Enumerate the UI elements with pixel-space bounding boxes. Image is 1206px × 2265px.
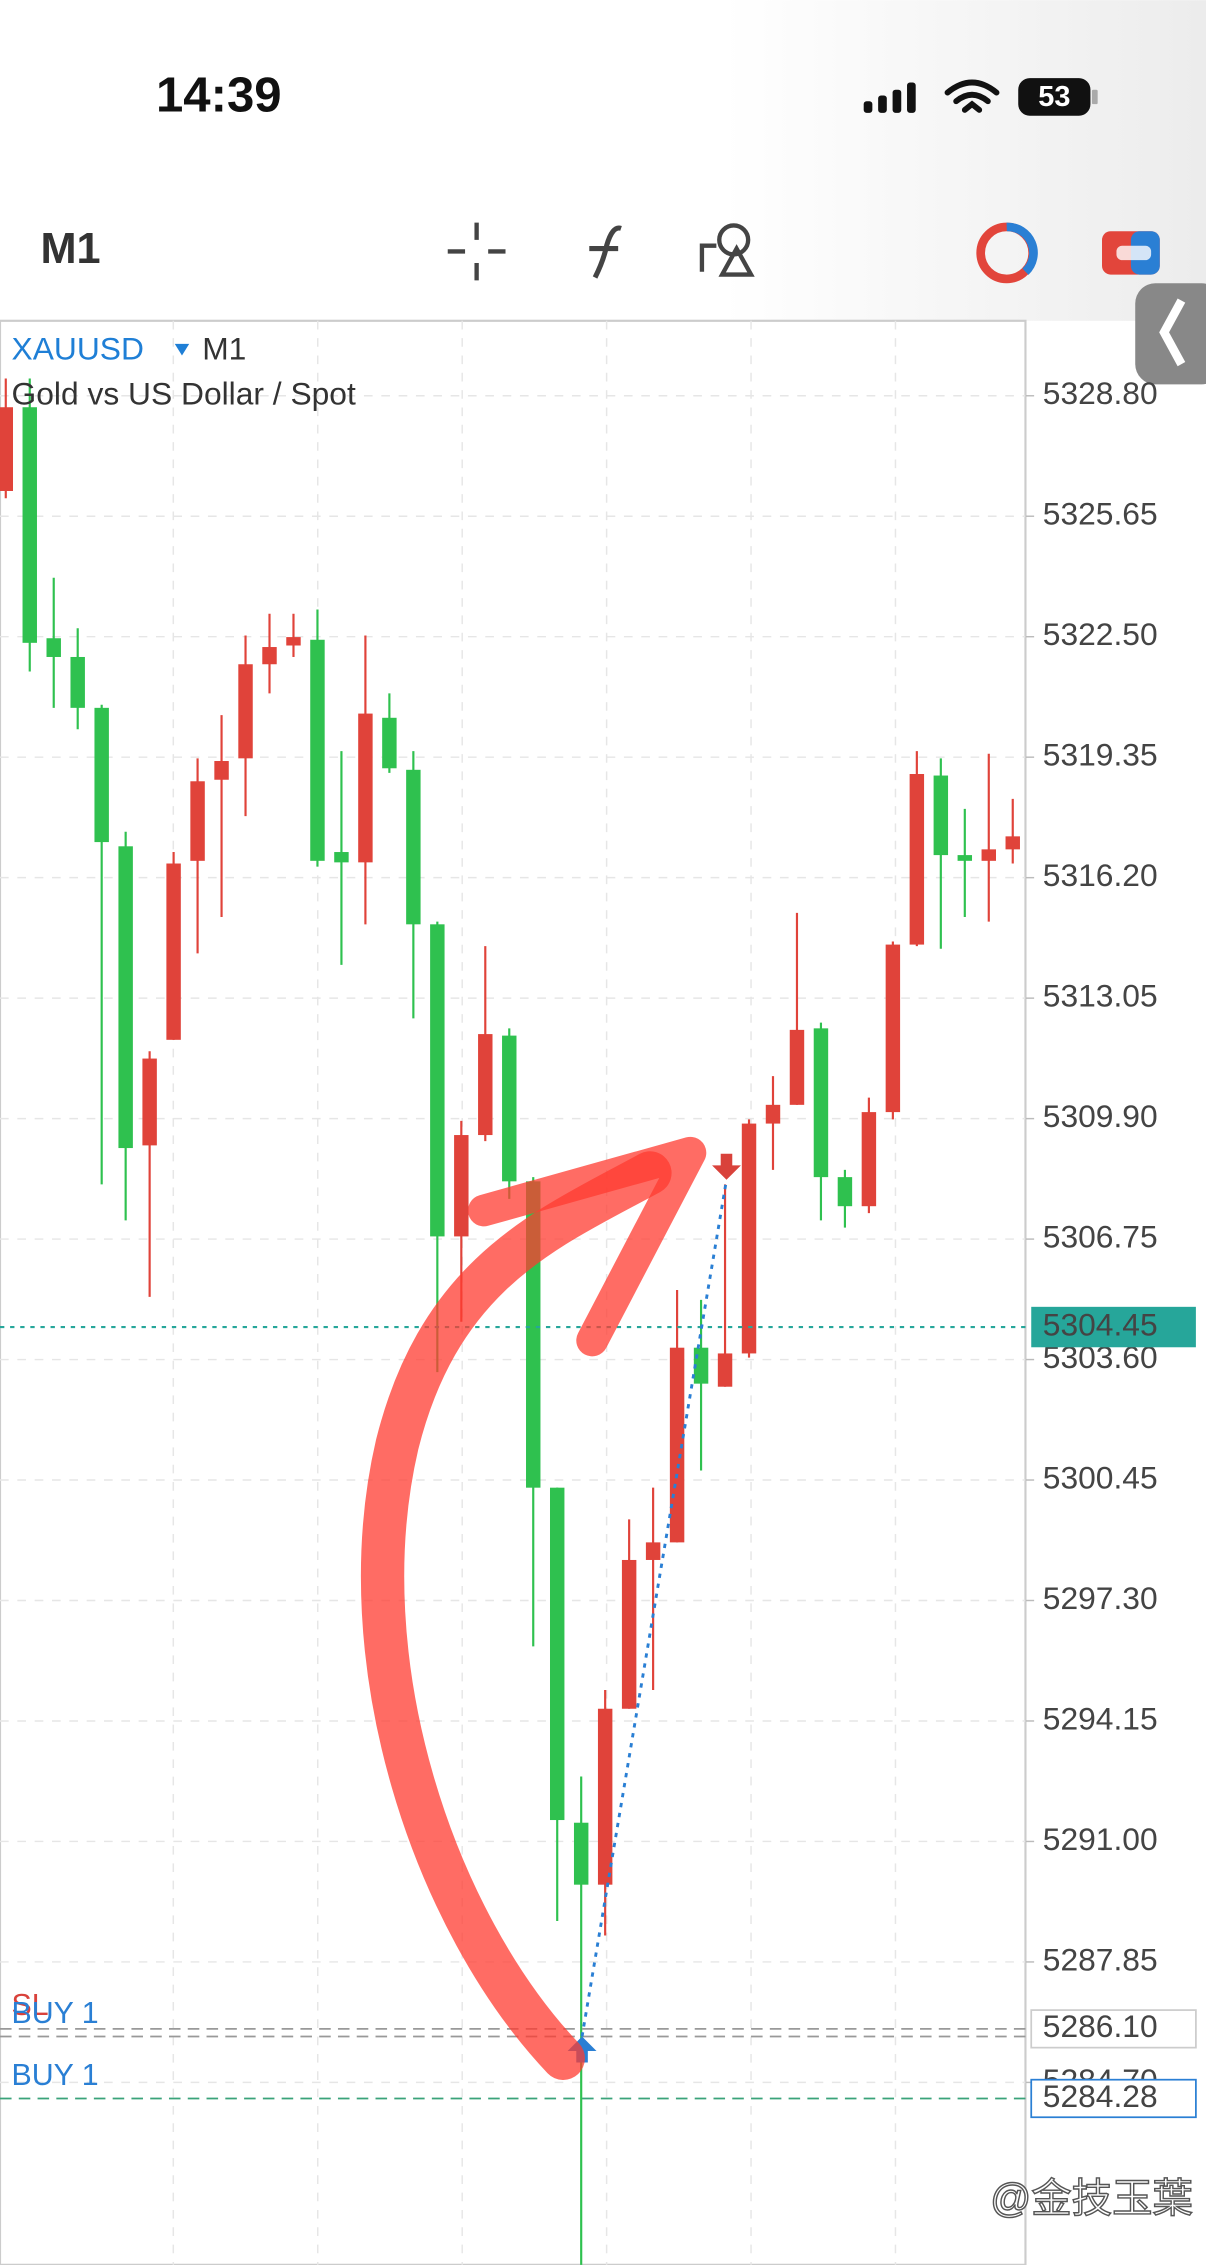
clock: 14:39 bbox=[156, 68, 282, 122]
chart-frame bbox=[0, 319, 1027, 2265]
symbol-description: Gold vs US Dollar / Spot bbox=[12, 375, 356, 411]
hand-drawn-arrowhead bbox=[467, 1136, 707, 1357]
y-tick-label: 5287.85 bbox=[1043, 1941, 1158, 1977]
candle-body bbox=[334, 852, 349, 863]
price-tag-box bbox=[1030, 2078, 1197, 2119]
candle-body bbox=[885, 944, 901, 1113]
candle-body bbox=[142, 1058, 157, 1146]
price-tag-box bbox=[1030, 2009, 1197, 2049]
candle-body bbox=[94, 707, 109, 843]
account-button[interactable] bbox=[1102, 231, 1160, 275]
y-tick-label: 5316.20 bbox=[1043, 857, 1158, 893]
candle-body bbox=[741, 1123, 757, 1354]
watermark: @金技玉葉 bbox=[990, 2175, 1193, 2221]
candle-body bbox=[430, 924, 445, 1237]
current-price-tag-box bbox=[1031, 1306, 1196, 1348]
trade-button[interactable] bbox=[976, 222, 1038, 284]
price-tag: 5286.10 bbox=[1043, 2008, 1158, 2044]
candle-body bbox=[166, 863, 181, 1040]
candle-body bbox=[502, 1035, 517, 1182]
side-panel-arrow bbox=[1159, 298, 1186, 367]
candle-body bbox=[0, 407, 13, 491]
candle-body bbox=[214, 761, 229, 780]
candle-body bbox=[286, 637, 301, 646]
order-level-label: BUY 1 bbox=[12, 2059, 99, 2092]
candle-body bbox=[813, 1028, 829, 1178]
candle-body bbox=[621, 1559, 637, 1709]
candle-body bbox=[118, 846, 133, 1149]
candle-body bbox=[382, 717, 397, 769]
candle-body bbox=[669, 1347, 685, 1543]
chart-timeframe: M1 bbox=[202, 331, 246, 367]
wifi-icon bbox=[944, 79, 1000, 113]
battery-tip bbox=[1091, 89, 1098, 105]
candle-body bbox=[909, 774, 925, 945]
order-level-label: BUY 1 bbox=[12, 1997, 99, 2030]
candle-body bbox=[765, 1104, 781, 1124]
candle-body bbox=[981, 849, 996, 861]
candle-body bbox=[454, 1135, 469, 1237]
candle-body bbox=[238, 664, 253, 759]
candle-body bbox=[573, 1822, 589, 1885]
y-tick-label: 5325.65 bbox=[1043, 496, 1158, 532]
y-tick-label: 5294.15 bbox=[1043, 1700, 1158, 1736]
candle-body bbox=[70, 656, 85, 708]
objects-button[interactable] bbox=[699, 223, 755, 277]
candle-body bbox=[406, 769, 421, 925]
symbol-dropdown[interactable] bbox=[174, 343, 190, 356]
y-tick-label: 5328.80 bbox=[1043, 375, 1158, 411]
plot bbox=[0, 378, 1035, 2265]
order-level-label: SL bbox=[12, 1989, 49, 2022]
indicator-button[interactable] bbox=[589, 225, 622, 279]
candle-body bbox=[597, 1708, 613, 1885]
candle-body bbox=[645, 1542, 661, 1560]
y-tick-label: 5300.45 bbox=[1043, 1459, 1158, 1495]
candle-body bbox=[837, 1177, 853, 1207]
side-panel-tab[interactable] bbox=[1135, 283, 1206, 385]
candle-body bbox=[46, 638, 61, 657]
y-tick-label: 5309.90 bbox=[1043, 1098, 1158, 1134]
candle-body bbox=[957, 855, 973, 861]
battery-level: 53 bbox=[1038, 81, 1070, 113]
current-price-tag: 5304.45 bbox=[1043, 1306, 1158, 1342]
y-tick-label: 5313.05 bbox=[1043, 978, 1158, 1014]
candle-body bbox=[262, 647, 277, 665]
candle-body bbox=[478, 1034, 493, 1136]
crosshair-button[interactable] bbox=[447, 222, 506, 281]
candle-body bbox=[717, 1353, 733, 1387]
y-tick-label: 5319.35 bbox=[1043, 737, 1158, 773]
overlay: 5328.80 5325.65 5322.50 5319.35 5316.20 5313.… bbox=[0, 375, 1197, 2119]
top-background bbox=[0, 0, 1206, 321]
y-tick-label: 5291.00 bbox=[1043, 1821, 1158, 1857]
y-tick-label: 5322.50 bbox=[1043, 616, 1158, 652]
close-arrow bbox=[712, 1153, 741, 1180]
signal-icon bbox=[863, 82, 916, 113]
symbol[interactable]: XAUUSD bbox=[12, 331, 144, 367]
candle-body bbox=[22, 407, 37, 643]
timeframe-button[interactable]: M1 bbox=[40, 225, 100, 273]
hand-drawn-arrow bbox=[360, 1151, 672, 2080]
candle-body bbox=[190, 781, 205, 861]
candle-body bbox=[310, 639, 325, 861]
battery-icon bbox=[1018, 78, 1091, 116]
candle-body bbox=[1005, 836, 1020, 850]
candle-body bbox=[789, 1029, 805, 1105]
candle-body bbox=[861, 1112, 877, 1207]
price-tag: 5284.28 bbox=[1043, 2078, 1158, 2114]
trade-line bbox=[580, 1179, 728, 2037]
candle-body bbox=[549, 1487, 565, 1821]
y-tick-label: 5297.30 bbox=[1043, 1580, 1158, 1616]
y-tick-label: 5306.75 bbox=[1043, 1218, 1158, 1254]
candle-body bbox=[933, 775, 949, 856]
candle-body bbox=[358, 713, 373, 863]
